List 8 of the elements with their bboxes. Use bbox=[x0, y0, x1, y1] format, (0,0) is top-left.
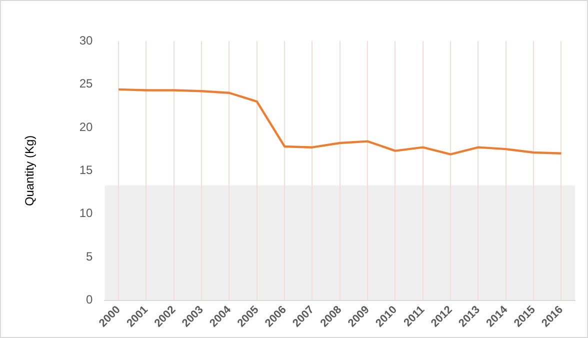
y-tick-label: 20 bbox=[79, 120, 94, 134]
y-axis-title: Quantity (Kg) bbox=[22, 135, 37, 206]
y-tick-label: 30 bbox=[79, 33, 94, 48]
y-tick-label: 25 bbox=[79, 76, 94, 91]
y-tick-label: 15 bbox=[79, 162, 94, 177]
y-tick-label: 0 bbox=[86, 292, 94, 307]
y-tick-label: 10 bbox=[79, 206, 94, 220]
y-tick-label: 5 bbox=[86, 249, 94, 264]
